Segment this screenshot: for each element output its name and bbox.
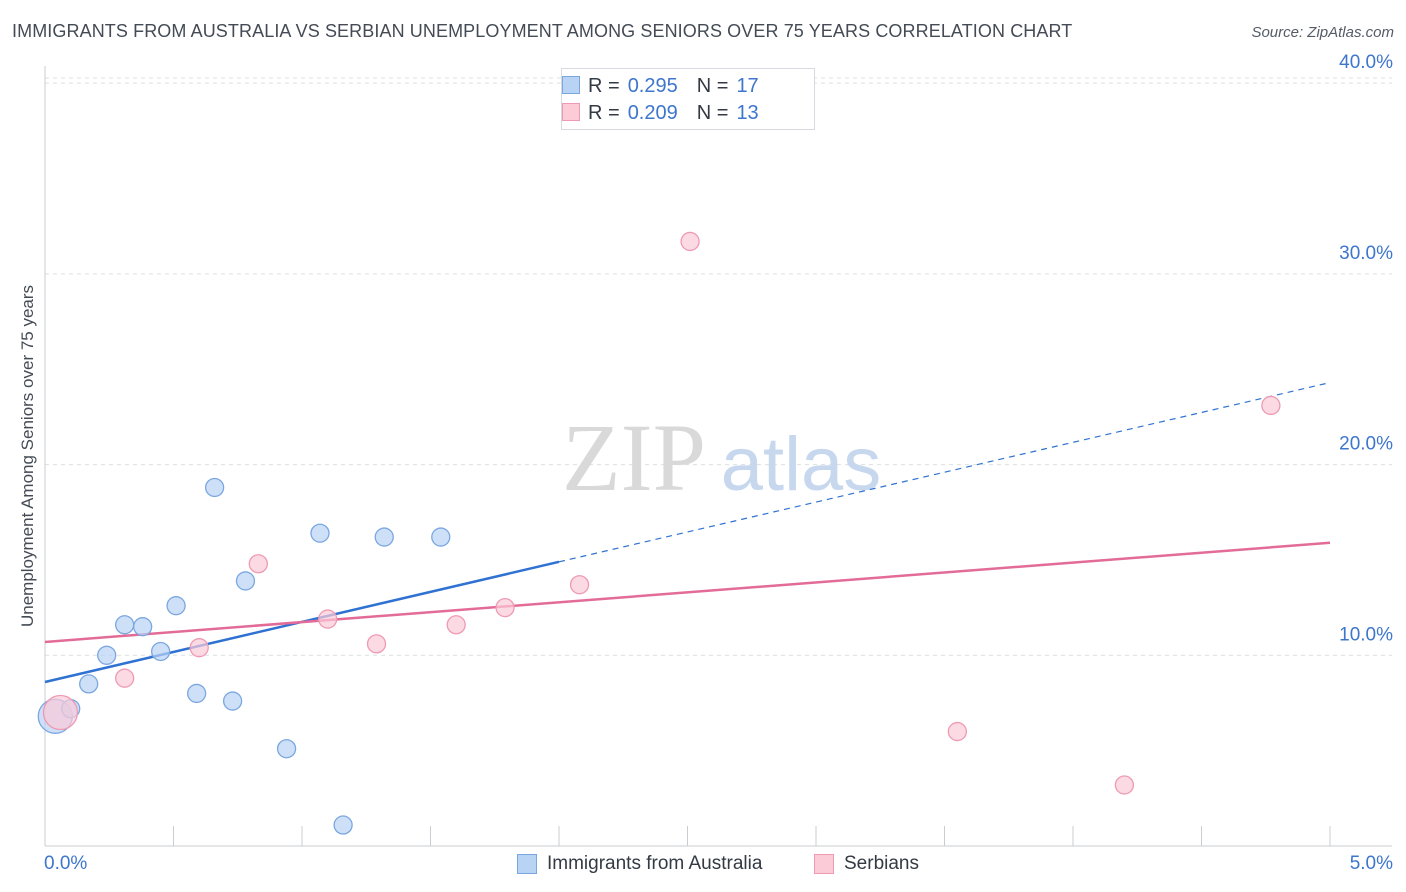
watermark: ZIP atlas	[562, 404, 881, 511]
trend-lines	[44, 381, 1331, 684]
point-serbians	[115, 668, 135, 688]
data-points	[37, 231, 1281, 835]
x-tick-label-start: 0.0%	[44, 853, 87, 874]
legend-swatch-pink	[562, 103, 580, 121]
legend-swatch-blue	[562, 76, 580, 94]
legend-n-label: N =	[696, 74, 729, 97]
point-australia	[235, 571, 256, 591]
point-australia	[79, 674, 99, 694]
point-serbians	[189, 638, 209, 658]
y-tick-label: 40.0%	[1339, 52, 1393, 73]
axes	[44, 66, 1392, 847]
x-tick-label-end: 5.0%	[1350, 853, 1393, 874]
legend-n-value: 17	[736, 74, 759, 97]
point-australia	[333, 815, 353, 835]
bottom-legend-swatch-blue	[517, 854, 537, 874]
point-serbians	[42, 694, 79, 731]
y-axis-label: Unemployment Among Seniors over 75 years	[18, 284, 37, 628]
y-tick-label: 20.0%	[1339, 434, 1393, 455]
point-serbians	[947, 721, 967, 742]
point-australia	[133, 617, 153, 637]
legend-row-australia: R = 0.295 N = 17	[562, 74, 759, 97]
point-australia	[186, 683, 207, 704]
y-tick-label: 30.0%	[1339, 243, 1393, 264]
correlation-legend: R = 0.295 N = 17 R = 0.209 N = 13	[561, 68, 815, 130]
point-serbians	[495, 597, 515, 618]
point-australia	[374, 527, 394, 547]
trend-line-serbians	[44, 541, 1331, 644]
watermark-atlas: atlas	[721, 422, 882, 507]
gridlines	[45, 77, 1392, 656]
point-serbians	[569, 575, 590, 595]
chart-title: IMMIGRANTS FROM AUSTRALIA VS SERBIAN UNE…	[12, 21, 1073, 41]
bottom-legend-label: Immigrants from Australia	[547, 853, 763, 874]
bottom-legend-serbians: Serbians	[814, 852, 919, 876]
point-australia	[166, 596, 186, 616]
point-serbians	[366, 634, 387, 654]
point-serbians	[318, 609, 338, 629]
point-australia	[115, 615, 135, 635]
point-australia	[310, 523, 330, 543]
bottom-legend-swatch-pink	[814, 854, 834, 874]
point-serbians	[1261, 395, 1281, 416]
legend-r-label: R =	[588, 101, 620, 124]
point-australia	[222, 691, 243, 711]
bottom-legend-australia: Immigrants from Australia	[517, 852, 762, 876]
point-australia	[204, 477, 225, 498]
point-serbians	[680, 231, 700, 252]
legend-row-serbians: R = 0.209 N = 13	[562, 101, 759, 124]
legend-n-value: 13	[736, 101, 759, 124]
point-australia	[97, 645, 117, 665]
point-serbians	[248, 554, 268, 574]
legend-r-value: 0.295	[627, 74, 678, 97]
source-credit: Source: ZipAtlas.com	[1251, 24, 1394, 41]
legend-r-label: R =	[588, 74, 620, 97]
legend-n-label: N =	[696, 101, 729, 124]
y-tick-label: 10.0%	[1339, 624, 1393, 645]
point-australia	[276, 739, 297, 759]
point-australia	[431, 527, 451, 547]
point-serbians	[446, 615, 466, 635]
watermark-zip: ZIP	[562, 404, 706, 511]
bottom-legend-label: Serbians	[844, 853, 919, 874]
tick-labels: 10.0% 20.0% 30.0% 40.0% 0.0% 5.0%	[44, 52, 1393, 874]
point-australia	[150, 641, 171, 662]
legend-r-value: 0.209	[627, 101, 678, 124]
point-serbians	[1114, 775, 1135, 795]
